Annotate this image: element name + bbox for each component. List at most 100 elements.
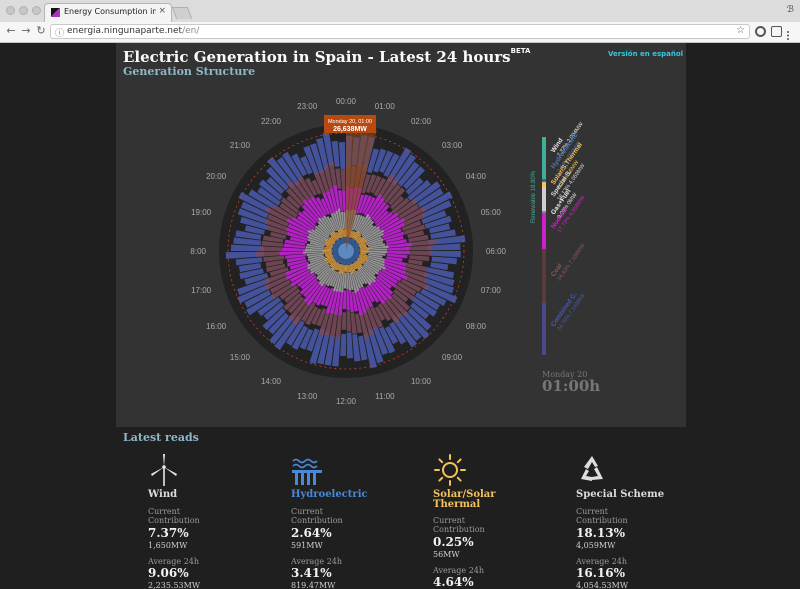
nuclear-layer-segment: [386, 239, 407, 246]
page-info-icon[interactable]: ⓘ: [55, 29, 65, 39]
special-scheme-layer-segment: [331, 271, 339, 287]
window-minimize-button[interactable]: [19, 6, 28, 15]
browser-tab[interactable]: Energy Consumption in Spain ×: [44, 3, 172, 22]
coal-layer-segment: [311, 179, 322, 195]
special-scheme-layer-segment: [326, 270, 337, 287]
tab-close-icon[interactable]: ×: [158, 6, 166, 16]
nuclear-layer-segment: [386, 253, 408, 259]
special-scheme-layer-segment: [307, 235, 326, 245]
combined-cycle-layer-segment: [276, 157, 301, 187]
solar-layer-segment: [333, 231, 339, 240]
spanish-version-link[interactable]: Versión en español: [608, 50, 684, 58]
solar-layer-segment: [324, 255, 334, 260]
generation-radial-chart[interactable]: 00:00 01:00 02:00 03:00 04:00 05:00 06:00 07:00…: [190, 87, 680, 427]
special-scheme-layer-segment: [309, 256, 326, 264]
page-content: Electric Generation in Spain - Latest 24…: [0, 43, 800, 589]
nuclear-layer-segment: [283, 243, 306, 249]
solar-layer-segment: [358, 257, 366, 262]
solar-layer-segment: [350, 263, 355, 272]
nuclear-layer-segment: [375, 278, 394, 296]
nuclear-layer-segment: [367, 197, 385, 220]
average-megawatts: 819.47MW: [291, 581, 336, 589]
hydro-layer-segment: [350, 257, 355, 264]
nuclear-layer-segment: [381, 222, 405, 236]
combined-cycle-layer-segment: [420, 191, 453, 213]
special-scheme-layer-segment: [365, 229, 385, 241]
special-scheme-layer-segment: [309, 261, 327, 272]
url-input[interactable]: ⓘ energia.ningunaparte.net/en/ ☆: [50, 24, 750, 39]
solar-layer-segment: [359, 251, 369, 253]
hour-label: 10:00: [411, 377, 432, 386]
coal-layer-segment: [362, 308, 375, 336]
current-percentage: 0.25%: [433, 535, 474, 549]
coal-layer-segment: [263, 255, 285, 262]
hydro-layer-segment: [343, 236, 345, 243]
back-icon[interactable]: ←: [6, 24, 16, 37]
coal-layer-segment: [284, 288, 301, 303]
solar-layer-segment: [340, 264, 344, 274]
nuclear-layer-segment: [385, 251, 410, 255]
hydro-layer-segment: [352, 255, 358, 260]
solar-layer-segment: [344, 264, 346, 272]
hydro-layer: [330, 236, 361, 266]
solar-layer-segment: [326, 258, 335, 264]
solar-layer-segment: [335, 231, 340, 239]
extension-square-icon[interactable]: [771, 26, 782, 37]
nuclear-layer-segment: [286, 256, 306, 263]
current-megawatts: 591MW: [291, 541, 323, 550]
coal-layer-segment: [394, 198, 417, 217]
coal-layer-segment: [304, 177, 318, 196]
solar-layer-segment: [324, 256, 334, 262]
hydro-layer-segment: [353, 253, 360, 257]
new-tab-button[interactable]: [171, 7, 193, 19]
coal-layer-segment: [406, 245, 432, 251]
special-scheme-layer-segment: [356, 214, 370, 234]
coal-layer-segment: [370, 306, 383, 328]
hydro-layer-segment: [346, 258, 348, 265]
coal-layer-segment: [261, 240, 284, 247]
nuclear-layer-segment: [358, 286, 370, 309]
profile-icon[interactable]: ℬ: [786, 5, 794, 15]
hydro-layer-segment: [344, 237, 346, 243]
nuclear-layer-segment: [302, 198, 322, 222]
hydro-layer-segment: [342, 236, 345, 244]
coal-layer-segment: [335, 313, 342, 338]
special-scheme-layer-segment: [321, 217, 334, 235]
solar-layer-segment: [359, 245, 367, 249]
special-scheme-layer-segment: [367, 248, 387, 251]
combined-cycle-layer-segment: [317, 331, 330, 365]
hydro-layer-segment: [346, 258, 347, 265]
special-scheme-layer-segment: [351, 271, 360, 292]
combined-cycle-layer-segment: [373, 148, 387, 173]
hour-label: 14:00: [261, 377, 282, 386]
coal-layer-segment: [408, 234, 429, 243]
extension-circle-icon[interactable]: [755, 26, 766, 37]
forward-icon[interactable]: →: [21, 24, 31, 37]
menu-icon[interactable]: [786, 26, 790, 40]
reload-icon[interactable]: ↻: [36, 24, 46, 37]
special-scheme-layer-segment: [307, 255, 325, 262]
window-maximize-button[interactable]: [32, 6, 41, 15]
special-scheme-layer-segment: [360, 266, 376, 283]
hydro-layer-segment: [332, 245, 339, 249]
coal-layer-segment: [403, 270, 428, 283]
hydro-layer-segment: [350, 257, 354, 263]
window-close-button[interactable]: [6, 6, 15, 15]
nuclear-layer-segment: [381, 268, 402, 282]
nuclear-layer-segment: [377, 212, 399, 229]
combined-cycle-layer-segment: [238, 191, 272, 213]
solar-layer-segment: [355, 260, 363, 269]
solar-layer-segment: [325, 253, 333, 257]
coal-layer-segment: [398, 203, 420, 219]
nuclear-layer-segment: [310, 196, 326, 218]
combined-cycle-layer-segment: [238, 263, 262, 273]
coal-layer-segment: [259, 246, 286, 251]
bookmark-star-icon[interactable]: ☆: [736, 25, 745, 36]
special-scheme-layer-segment: [306, 252, 325, 257]
combined-cycle-layer-segment: [429, 251, 461, 258]
hydro-layer-segment: [332, 251, 339, 253]
solar-layer-segment: [358, 241, 367, 246]
hydro-layer-segment: [354, 251, 360, 253]
hydro-layer-segment: [350, 238, 355, 245]
nuclear-layer-segment: [324, 287, 334, 307]
